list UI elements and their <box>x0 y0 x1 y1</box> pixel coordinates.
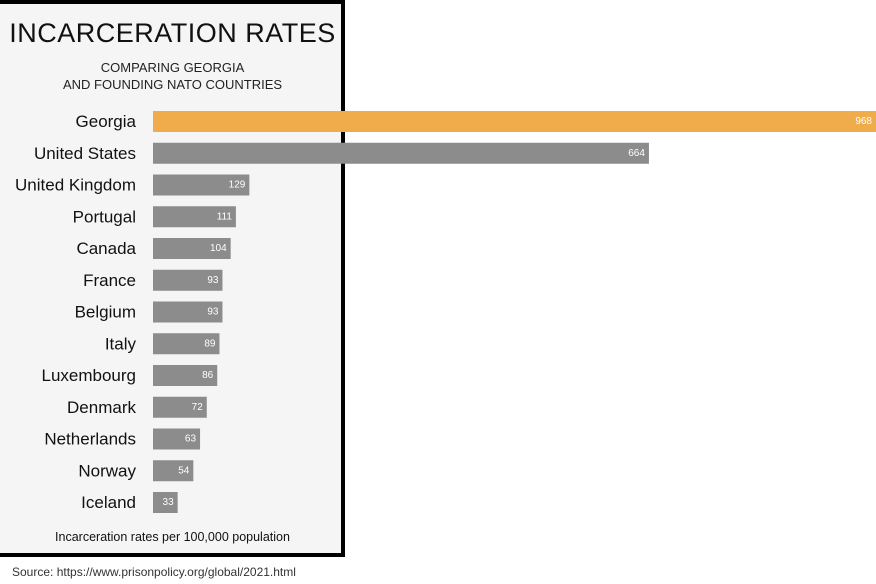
category-label-belgium: Belgium <box>75 303 136 322</box>
value-label-canada: 104 <box>210 243 227 254</box>
category-label-georgia: Georgia <box>76 112 137 131</box>
value-label-italy: 89 <box>204 338 216 349</box>
bar-norway <box>153 460 194 482</box>
bar-luxembourg <box>153 365 218 386</box>
value-label-portugal: 111 <box>217 211 233 222</box>
category-label-italy: Italy <box>105 334 137 353</box>
bar-france <box>153 269 223 291</box>
subtitle-line-2: AND FOUNDING NATO COUNTRIES <box>62 77 283 92</box>
value-label-united-kingdom: 129 <box>229 180 246 191</box>
value-label-france: 93 <box>207 275 219 286</box>
bar-netherlands <box>153 428 201 450</box>
category-label-norway: Norway <box>78 461 136 480</box>
bar-canada <box>153 238 231 259</box>
category-label-netherlands: Netherlands <box>44 430 136 449</box>
category-label-iceland: Iceland <box>81 493 136 512</box>
axis-footnote: Incarceration rates per 100,000 populati… <box>55 530 290 544</box>
bar-united-kingdom <box>153 174 250 196</box>
value-label-norway: 54 <box>178 465 190 476</box>
value-label-netherlands: 63 <box>185 434 197 445</box>
category-label-united-states: United States <box>34 144 136 163</box>
bar-georgia <box>153 111 876 132</box>
source-citation: Source: https://www.prisonpolicy.org/glo… <box>12 565 296 579</box>
value-label-denmark: 72 <box>192 402 204 413</box>
chart-subtitle: COMPARING GEORGIA AND FOUNDING NATO COUN… <box>0 59 345 93</box>
bar-iceland <box>153 492 178 513</box>
bar-belgium <box>153 301 223 323</box>
category-label-united-kingdom: United Kingdom <box>15 176 136 195</box>
bar-italy <box>153 333 220 355</box>
category-label-france: France <box>83 271 136 290</box>
category-label-luxembourg: Luxembourg <box>41 366 136 385</box>
bar-denmark <box>153 396 207 418</box>
value-label-belgium: 93 <box>207 307 219 318</box>
value-label-united-states: 664 <box>628 148 645 159</box>
category-label-portugal: Portugal <box>73 207 136 226</box>
bar-united-states <box>153 142 649 164</box>
value-label-iceland: 33 <box>163 497 175 508</box>
category-label-denmark: Denmark <box>67 398 136 417</box>
category-label-canada: Canada <box>76 239 136 258</box>
chart-title: INCARCERATION RATES <box>9 18 336 48</box>
subtitle-line-1: COMPARING GEORGIA <box>100 60 245 75</box>
value-label-luxembourg: 86 <box>202 370 214 381</box>
value-label-georgia: 968 <box>855 116 872 127</box>
bar-portugal <box>153 206 236 228</box>
